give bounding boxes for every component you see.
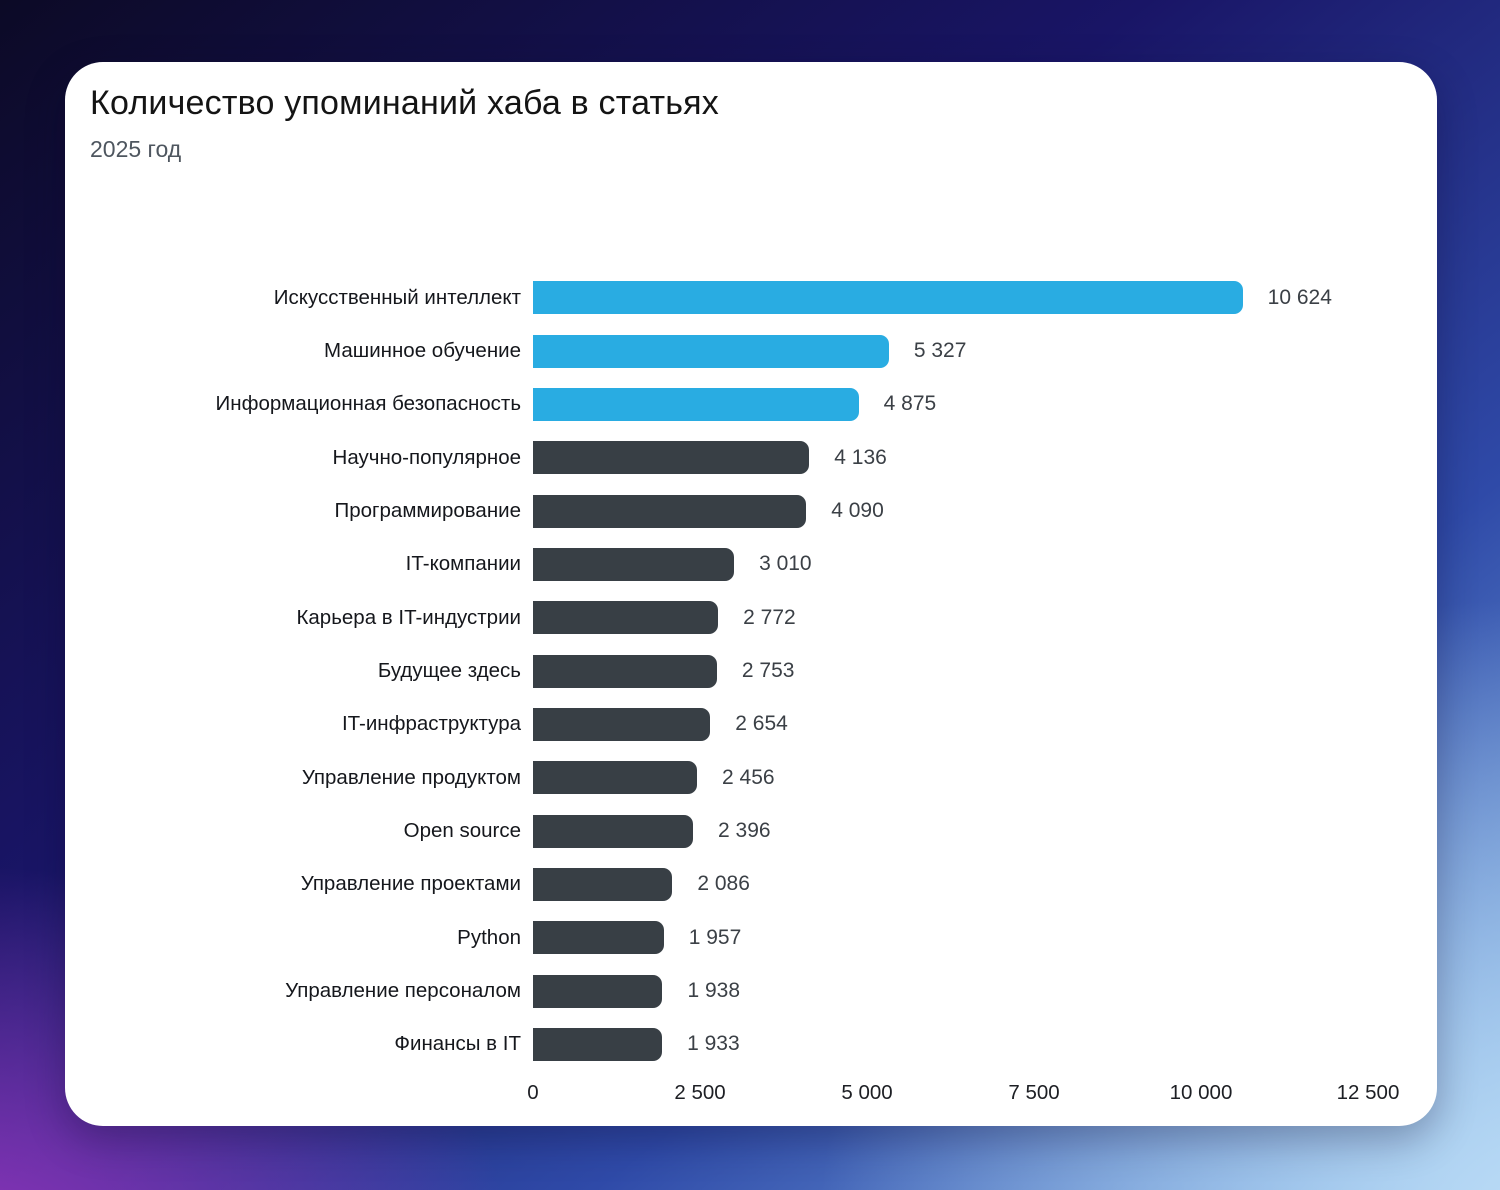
category-label: Искусственный интеллект — [273, 285, 521, 309]
category-label: Управление персоналом — [285, 979, 521, 1003]
bar-row: Финансы в IT 1 933 — [90, 1018, 1409, 1071]
bar — [533, 494, 807, 528]
category-label: Управление проектами — [300, 872, 521, 896]
x-axis-tick-label: 10 000 — [1169, 1081, 1233, 1105]
bar — [533, 654, 717, 688]
bar — [533, 814, 694, 848]
category-label: IT-инфраструктура — [341, 712, 521, 736]
bar-track: 4 875 — [533, 387, 1368, 421]
bar-chart: Искусственный интеллект 10 624 Машинное об… — [90, 271, 1409, 1109]
bar-row: Программирование 4 090 — [90, 484, 1409, 537]
bar-track: 2 086 — [533, 867, 1368, 901]
bar — [533, 867, 673, 901]
category-label: Научно-популярное — [332, 445, 521, 469]
bar-rows: Искусственный интеллект 10 624 Машинное об… — [90, 271, 1409, 1071]
value-label: 2 396 — [718, 819, 771, 843]
value-label: 10 624 — [1267, 285, 1332, 309]
bar-row: Управление проектами 2 086 — [90, 858, 1409, 911]
value-label: 2 772 — [743, 605, 796, 629]
bar — [533, 974, 663, 1008]
value-label: 3 010 — [759, 552, 812, 576]
value-label: 1 938 — [687, 979, 741, 1003]
category-label: Карьера в IT-индустрии — [296, 605, 521, 629]
bar-track: 2 753 — [533, 654, 1368, 688]
bar-track: 2 654 — [533, 707, 1368, 741]
category-label: IT-компании — [405, 552, 521, 576]
value-label: 2 753 — [741, 659, 795, 683]
value-label: 1 957 — [688, 925, 742, 949]
bar-track: 2 772 — [533, 601, 1368, 635]
bar-row: IT-компании 3 010 — [90, 538, 1409, 591]
category-label: Будущее здесь — [377, 659, 521, 683]
bar-row: Научно-популярное 4 136 — [90, 431, 1409, 484]
chart-title: Количество упоминаний хаба в статьях — [90, 84, 719, 122]
bar-row: Карьера в IT-индустрии 2 772 — [90, 591, 1409, 644]
x-axis-tick-label: 5 000 — [841, 1081, 893, 1105]
category-label: Машинное обучение — [324, 339, 521, 363]
bar-row: Будущее здесь 2 753 — [90, 644, 1409, 697]
bar — [533, 281, 1243, 315]
category-label: Python — [457, 925, 521, 949]
bar-track: 3 010 — [533, 547, 1368, 581]
category-label: Программирование — [334, 499, 522, 523]
bar-row: Искусственный интеллект 10 624 — [90, 271, 1409, 324]
bar — [533, 601, 719, 635]
bar-track: 2 396 — [533, 814, 1368, 848]
x-axis-tick-label: 0 — [527, 1081, 539, 1105]
bar-row: IT-инфраструктура 2 654 — [90, 698, 1409, 751]
bar-track: 4 136 — [533, 441, 1368, 475]
bar-row: Управление персоналом 1 938 — [90, 964, 1409, 1017]
bar-row: Информационная безопасность 4 875 — [90, 378, 1409, 431]
bar-track: 1 933 — [533, 1027, 1368, 1061]
category-label: Управление продуктом — [301, 765, 521, 789]
bar-track: 4 090 — [533, 494, 1368, 528]
bar-track: 5 327 — [533, 334, 1368, 368]
bar-track: 2 456 — [533, 761, 1368, 795]
chart-card: Количество упоминаний хаба в статьях 202… — [65, 62, 1437, 1126]
bar — [533, 334, 889, 368]
x-axis-tick-label: 2 500 — [674, 1081, 726, 1105]
value-label: 2 086 — [697, 872, 750, 896]
bar-row: Python 1 957 — [90, 911, 1409, 964]
bar — [533, 387, 859, 421]
bar — [533, 761, 698, 795]
x-axis-tick-label: 12 500 — [1336, 1081, 1400, 1105]
bar-track: 1 957 — [533, 921, 1368, 955]
bar — [533, 707, 711, 741]
value-label: 4 090 — [831, 499, 884, 523]
category-label: Open source — [403, 819, 521, 843]
value-label: 2 456 — [722, 765, 775, 789]
bar — [533, 441, 810, 475]
category-label: Информационная безопасность — [215, 392, 521, 416]
bar — [533, 921, 664, 955]
value-label: 4 136 — [834, 445, 887, 469]
bar-track: 10 624 — [533, 281, 1368, 315]
category-label: Финансы в IT — [394, 1032, 521, 1056]
bar — [533, 1027, 663, 1061]
x-axis: 0 2 500 5 000 7 500 10 000 12 500 — [527, 1081, 1399, 1109]
bar — [533, 547, 735, 581]
bar-row: Машинное обучение 5 327 — [90, 324, 1409, 377]
value-label: 2 654 — [735, 712, 788, 736]
bar-track: 1 938 — [533, 974, 1368, 1008]
x-axis-tick-label: 7 500 — [1008, 1081, 1060, 1105]
value-label: 5 327 — [913, 339, 967, 363]
value-label: 1 933 — [687, 1032, 740, 1056]
chart-subtitle: 2025 год — [90, 136, 182, 162]
bar-row: Open source 2 396 — [90, 804, 1409, 857]
bar-row: Управление продуктом 2 456 — [90, 751, 1409, 804]
value-label: 4 875 — [883, 392, 937, 416]
